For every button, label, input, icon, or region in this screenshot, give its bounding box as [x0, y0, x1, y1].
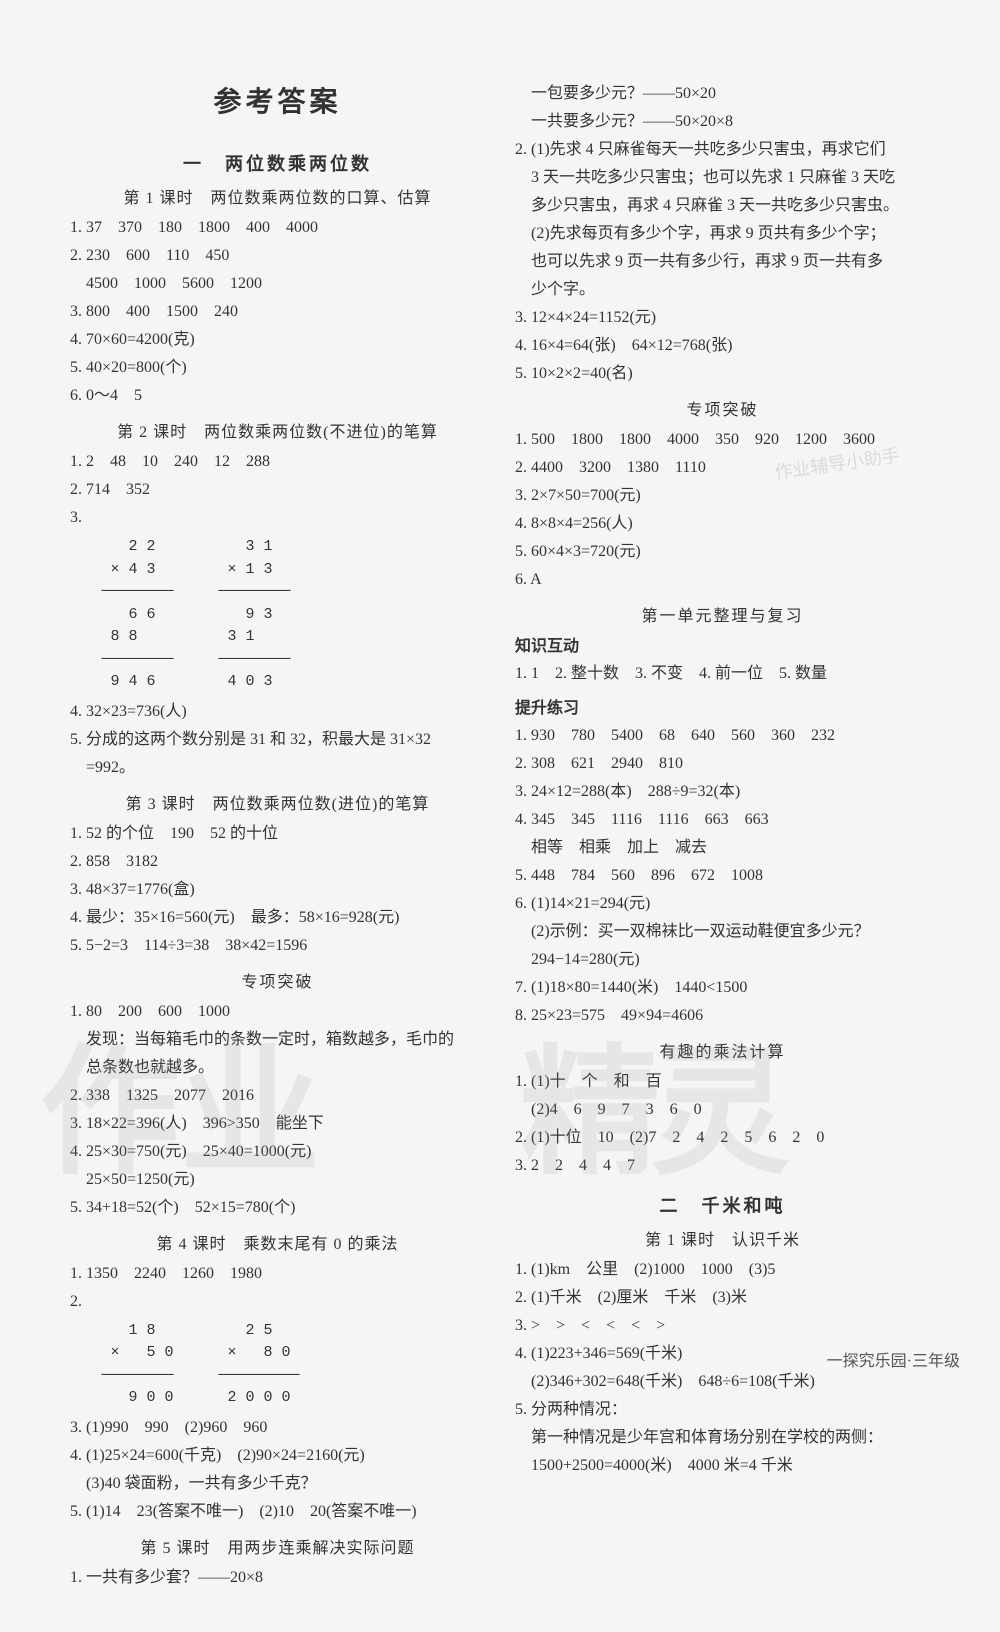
- answer-line: 一共要多少元？——50×20×8: [515, 108, 930, 136]
- answer-line: 3. > > < < < >: [515, 1312, 930, 1340]
- chapter-1-title: 一 两位数乘两位数: [70, 150, 485, 176]
- answer-line: 2. 338 1325 2077 2016: [70, 1082, 485, 1110]
- answer-line: 1. 37 370 180 1800 400 4000: [70, 214, 485, 242]
- answer-line: 3. 24×12=288(本) 288÷9=32(本): [515, 778, 930, 806]
- answer-line: 6. A: [515, 566, 930, 594]
- answer-line: 2. 308 621 2940 810: [515, 750, 930, 778]
- answer-line: 5. 448 784 560 896 672 1008: [515, 862, 930, 890]
- answer-line: (2)先求每页有多少个字，再求 9 页共有多少个字；: [515, 220, 930, 248]
- answer-line: 5. 分两种情况：: [515, 1396, 930, 1424]
- answer-line: 5. 40×20=800(个): [70, 354, 485, 382]
- answer-line: 6. 0～4 5: [70, 382, 485, 410]
- answer-line: 3 天一共吃多少只害虫；也可以先求 1 只麻雀 3 天吃: [515, 164, 930, 192]
- answer-line: 2. (1)十位 10 (2)7 2 4 2 5 6 2 0: [515, 1124, 930, 1152]
- answer-line: 4. 8×8×4=256(人): [515, 510, 930, 538]
- answer-line: (3)40 袋面粉，一共有多少千克？: [70, 1470, 485, 1498]
- answer-line: 2. 230 600 110 450: [70, 242, 485, 270]
- answer-line: 5. (1)14 23(答案不唯一) (2)10 20(答案不唯一): [70, 1498, 485, 1526]
- answer-line: 1500+2500=4000(米) 4000 米=4 千米: [515, 1452, 930, 1480]
- answer-line: 3. 48×37=1776(盒): [70, 876, 485, 904]
- answer-line: 3. 2×7×50=700(元): [515, 482, 930, 510]
- page-footer: 一探究乐园·三年级: [827, 1347, 960, 1371]
- answer-line: 发现：当每箱毛巾的条数一定时，箱数越多，毛巾的: [70, 1026, 485, 1054]
- answer-line: 4. 345 345 1116 1116 663 663: [515, 806, 930, 834]
- answer-line: 少个字。: [515, 276, 930, 304]
- page-container: 参考答案 一 两位数乘两位数 第 1 课时 两位数乘两位数的口算、估算 1. 3…: [0, 0, 1000, 1632]
- section-fun-mult: 有趣的乘法计算: [515, 1038, 930, 1062]
- answer-line: 1. 1350 2240 1260 1980: [70, 1260, 485, 1288]
- answer-line: 3. 18×22=396(人) 396>350 能坐下: [70, 1110, 485, 1138]
- lesson-3-title: 第 3 课时 两位数乘两位数(进位)的笔算: [70, 790, 485, 814]
- lesson-5-title: 第 5 课时 用两步连乘解决实际问题: [70, 1534, 485, 1558]
- answer-line: 1. 一共有多少套？——20×8: [70, 1564, 485, 1592]
- answer-line: 3. (1)990 990 (2)960 960: [70, 1414, 485, 1442]
- answer-line: 4. 32×23=736(人): [70, 698, 485, 726]
- answer-line: 7. (1)18×80=1440(米) 1440<1500: [515, 974, 930, 1002]
- vertical-multiplication: 2 2 3 1 × 4 3 × 1 3 ──────── ──────── 6 …: [93, 536, 486, 694]
- answer-line: 2. 4400 3200 1380 1110: [515, 454, 930, 482]
- answer-line: 5. 34+18=52(个) 52×15=780(个): [70, 1194, 485, 1222]
- lesson-4-title: 第 4 课时 乘数末尾有 0 的乘法: [70, 1230, 485, 1254]
- answer-line: 2. (1)千米 (2)厘米 千米 (3)米: [515, 1284, 930, 1312]
- answer-line: 2. 714 352: [70, 476, 485, 504]
- answer-line: 第一种情况是少年宫和体育场分别在学校的两侧：: [515, 1424, 930, 1452]
- answer-line: 25×50=1250(元): [70, 1166, 485, 1194]
- answer-line: 多少只害虫，再求 4 只麻雀 3 天一共吃多少只害虫。: [515, 192, 930, 220]
- answer-line: 3. 800 400 1500 240: [70, 298, 485, 326]
- answer-line: 8. 25×23=575 49×94=4606: [515, 1002, 930, 1030]
- page-title: 参考答案: [70, 80, 485, 120]
- answer-line: 1. 500 1800 1800 4000 350 920 1200 3600: [515, 426, 930, 454]
- answer-line: 2.: [70, 1288, 485, 1316]
- answer-line: =992。: [70, 754, 485, 782]
- lesson-1-title: 第 1 课时 两位数乘两位数的口算、估算: [70, 184, 485, 208]
- answer-line: 5. 60×4×3=720(元): [515, 538, 930, 566]
- answer-line: 1. 1 2. 整十数 3. 不变 4. 前一位 5. 数量: [515, 660, 930, 688]
- answer-line: 2. 858 3182: [70, 848, 485, 876]
- vertical-multiplication: 1 8 2 5 × 5 0 × 8 0 ──────── ───────── 9…: [93, 1320, 486, 1410]
- answer-line: 1. 2 48 10 240 12 288: [70, 448, 485, 476]
- chapter-2-title: 二 千米和吨: [515, 1192, 930, 1218]
- answer-line: 294−14=280(元): [515, 946, 930, 974]
- answer-line: 4. 70×60=4200(克): [70, 326, 485, 354]
- answer-line: 2. (1)先求 4 只麻雀每天一共吃多少只害虫，再求它们: [515, 136, 930, 164]
- answer-line: (2)示例：买一双棉袜比一双运动鞋便宜多少元？: [515, 918, 930, 946]
- answer-line: 1. (1)km 公里 (2)1000 1000 (3)5: [515, 1256, 930, 1284]
- answer-line: 也可以先求 9 页一共有多少行，再求 9 页一共有多: [515, 248, 930, 276]
- answer-line: 5. 10×2×2=40(名): [515, 360, 930, 388]
- left-column: 参考答案 一 两位数乘两位数 第 1 课时 两位数乘两位数的口算、估算 1. 3…: [70, 80, 485, 1592]
- answer-line: 1. 80 200 600 1000: [70, 998, 485, 1026]
- answer-line: 3. 12×4×24=1152(元): [515, 304, 930, 332]
- answer-line: 4. (1)25×24=600(千克) (2)90×24=2160(元): [70, 1442, 485, 1470]
- answer-line: 5. 5−2=3 114÷3=38 38×42=1596: [70, 932, 485, 960]
- answer-line: 6. (1)14×21=294(元): [515, 890, 930, 918]
- answer-line: (2)346+302=648(千米) 648÷6=108(千米): [515, 1368, 930, 1396]
- answer-line: 总条数也就越多。: [70, 1054, 485, 1082]
- section-special-2: 专项突破: [515, 396, 930, 420]
- subsection-improve: 提升练习: [515, 694, 930, 718]
- answer-line: 3.: [70, 504, 485, 532]
- answer-line: 4500 1000 5600 1200: [70, 270, 485, 298]
- answer-line: 4. 25×30=750(元) 25×40=1000(元): [70, 1138, 485, 1166]
- section-special-1: 专项突破: [70, 968, 485, 992]
- answer-line: 5. 分成的这两个数分别是 31 和 32，积最大是 31×32: [70, 726, 485, 754]
- answer-line: 相等 相乘 加上 减去: [515, 834, 930, 862]
- subsection-knowledge: 知识互动: [515, 632, 930, 656]
- answer-line: 1. 930 780 5400 68 640 560 360 232: [515, 722, 930, 750]
- answer-line: 一包要多少元？——50×20: [515, 80, 930, 108]
- answer-line: 4. 最少：35×16=560(元) 最多：58×16=928(元): [70, 904, 485, 932]
- section-unit-review: 第一单元整理与复习: [515, 602, 930, 626]
- answer-line: 4. 16×4=64(张) 64×12=768(张): [515, 332, 930, 360]
- answer-line: 1. (1)十 个 和 百: [515, 1068, 930, 1096]
- answer-line: (2)4 6 9 7 3 6 0: [515, 1096, 930, 1124]
- answer-line: 3. 2 2 4 4 7: [515, 1152, 930, 1180]
- lesson-km-1-title: 第 1 课时 认识千米: [515, 1226, 930, 1250]
- lesson-2-title: 第 2 课时 两位数乘两位数(不进位)的笔算: [70, 418, 485, 442]
- answer-line: 1. 52 的个位 190 52 的十位: [70, 820, 485, 848]
